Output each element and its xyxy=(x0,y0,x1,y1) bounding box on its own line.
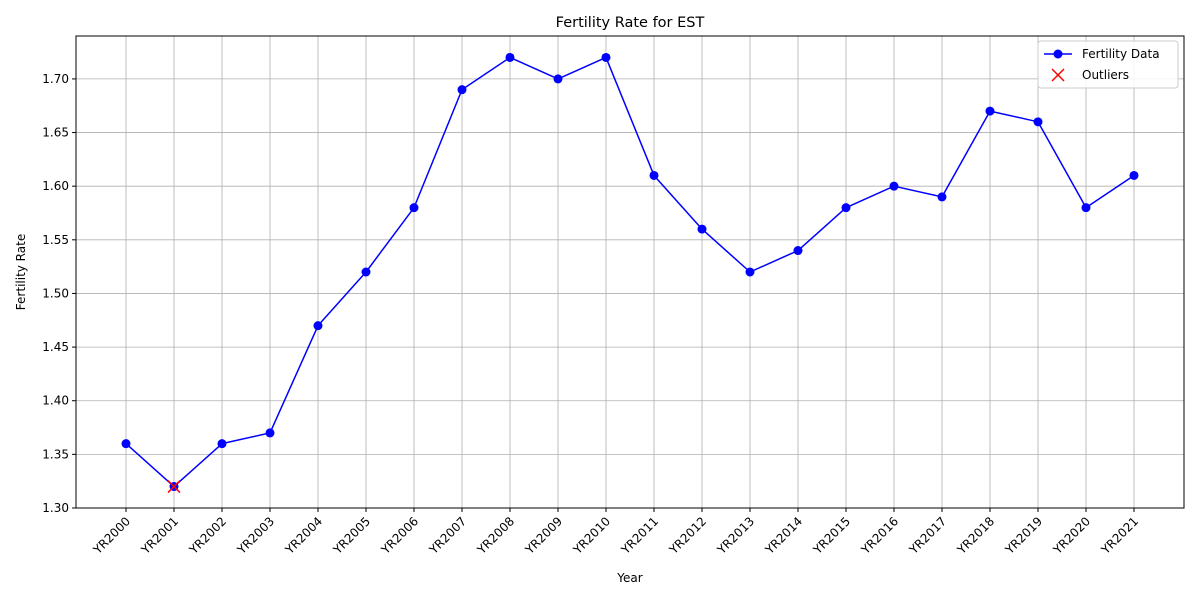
fertility-data-point xyxy=(361,267,371,277)
legend: Fertility Data Outliers xyxy=(1037,40,1179,89)
fertility-data-line xyxy=(125,56,1135,488)
fertility-data-point xyxy=(313,321,323,331)
fertility-data-point xyxy=(409,203,419,213)
x-tick-label: YR2020 xyxy=(1050,514,1093,557)
x-tick-label: YR2014 xyxy=(762,514,805,557)
x-tick-label: YR2016 xyxy=(858,514,901,557)
fertility-data-point xyxy=(265,428,275,438)
x-tick-label: YR2008 xyxy=(474,514,517,557)
y-tick-label: 1.40 xyxy=(42,394,69,408)
fertility-data-point xyxy=(457,85,467,95)
fertility-data-point xyxy=(745,267,755,277)
legend-outliers-label: Outliers xyxy=(1082,68,1129,82)
legend-box xyxy=(1037,40,1179,89)
x-tick-label: YR2017 xyxy=(906,514,949,557)
fertility-data-point xyxy=(697,224,707,234)
x-tick-label: YR2021 xyxy=(1098,514,1141,557)
x-tick-label: YR2004 xyxy=(282,514,325,557)
fertility-data-point xyxy=(985,106,995,116)
y-tick-label: 1.55 xyxy=(42,233,69,247)
grid-lines xyxy=(76,36,1184,509)
plot-frame xyxy=(75,35,1185,509)
fertility-data-point xyxy=(121,439,131,449)
x-tick-label: YR2005 xyxy=(330,514,373,557)
y-tick-label: 1.30 xyxy=(42,501,69,515)
fertility-data-point xyxy=(793,246,803,256)
x-tick-label: YR2002 xyxy=(186,514,229,557)
fertility-data-point xyxy=(649,170,659,180)
fertility-data-point xyxy=(601,52,611,62)
fertility-data-point xyxy=(1129,170,1139,180)
fertility-data-point xyxy=(889,181,899,191)
outlier-marker xyxy=(167,480,181,494)
chart-title: Fertility Rate for EST xyxy=(556,15,705,31)
fertility-data-point xyxy=(553,74,563,84)
x-tick-label: YR2018 xyxy=(954,514,997,557)
y-axis-title: Fertility Rate xyxy=(14,234,28,310)
y-tick-label: 1.35 xyxy=(42,447,69,461)
x-tick-label: YR2000 xyxy=(90,514,133,557)
x-tick-label: YR2019 xyxy=(1002,514,1045,557)
series-layer xyxy=(121,52,1139,494)
fertility-data-point xyxy=(937,192,947,202)
y-tick-label: 1.65 xyxy=(42,126,69,140)
x-axis: YR2000 YR2001 YR2002 YR2003 YR2004 YR2005 YR20… xyxy=(90,508,1141,558)
x-tick-label: YR2013 xyxy=(714,514,757,557)
fertility-data-point xyxy=(217,439,227,449)
y-tick-label: 1.60 xyxy=(42,179,69,193)
x-tick-label: YR2011 xyxy=(618,514,661,557)
fertility-data-point xyxy=(1081,203,1091,213)
x-axis-title: Year xyxy=(616,571,642,585)
x-tick-label: YR2001 xyxy=(138,514,181,557)
x-tick-label: YR2006 xyxy=(378,514,421,557)
fertility-data-point xyxy=(1033,117,1043,127)
y-tick-label: 1.45 xyxy=(42,340,69,354)
x-tick-label: YR2009 xyxy=(522,514,565,557)
fertility-data-point xyxy=(841,203,851,213)
fertility-data-point xyxy=(505,52,515,62)
legend-fertility-label: Fertility Data xyxy=(1082,47,1160,61)
y-tick-label: 1.70 xyxy=(42,72,69,86)
y-tick-label: 1.50 xyxy=(42,286,69,300)
x-tick-label: YR2003 xyxy=(234,514,277,557)
x-tick-label: YR2010 xyxy=(570,514,613,557)
x-tick-label: YR2012 xyxy=(666,514,709,557)
x-tick-label: YR2015 xyxy=(810,514,853,557)
legend-fertility-marker xyxy=(1053,49,1063,59)
y-axis: 1.30 1.35 1.40 1.45 1.50 1.55 1.60 1.65 1.70 xyxy=(42,72,76,515)
legend-outliers-marker xyxy=(1051,68,1065,82)
x-tick-label: YR2007 xyxy=(426,514,469,557)
